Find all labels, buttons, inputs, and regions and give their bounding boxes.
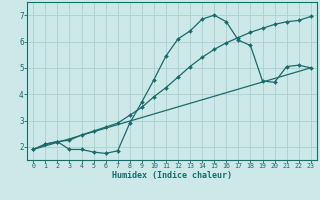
- X-axis label: Humidex (Indice chaleur): Humidex (Indice chaleur): [112, 171, 232, 180]
